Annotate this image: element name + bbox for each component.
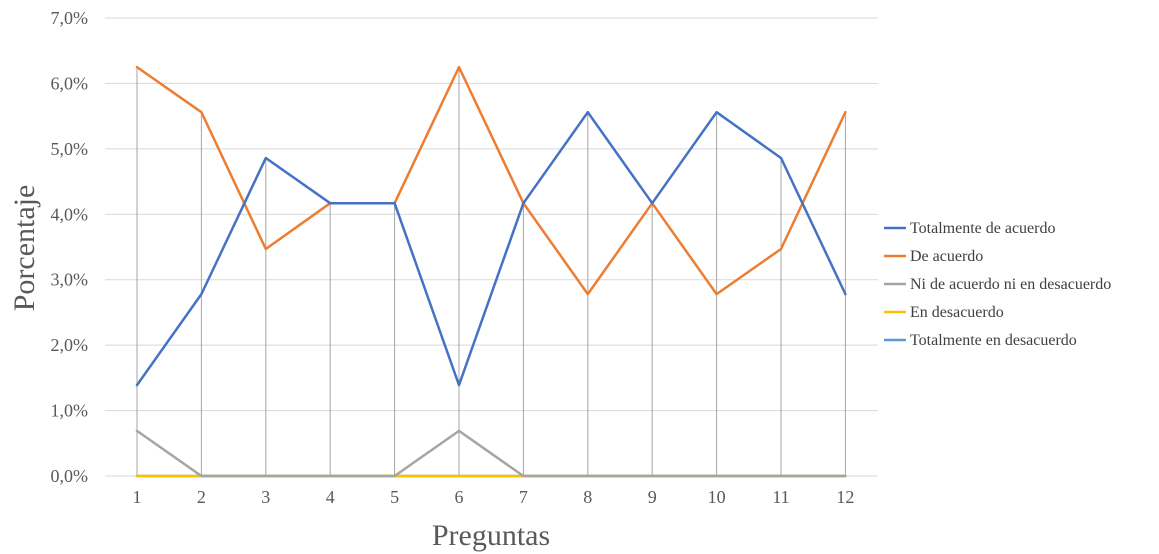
series-line (135, 110, 847, 387)
x-tick-label: 9 (648, 487, 657, 507)
y-tick-label: 6,0% (51, 73, 89, 93)
y-tick-label: 5,0% (51, 139, 89, 159)
x-tick-label: 12 (836, 487, 854, 507)
y-tick-label: 0,0% (51, 466, 89, 486)
legend-label: Totalmente en desacuerdo (910, 332, 1077, 349)
x-tick-label: 7 (519, 487, 528, 507)
y-tick-label: 1,0% (51, 401, 89, 421)
x-axis-ticks: 1 2 3 4 5 6 7 8 9 10 11 12 (133, 487, 855, 507)
x-tick-label: 5 (390, 487, 399, 507)
legend-label: De acuerdo (910, 248, 983, 265)
y-tick-label: 3,0% (51, 270, 89, 290)
series-lines (135, 65, 847, 478)
x-tick-label: 10 (708, 487, 726, 507)
legend-label: En desacuerdo (910, 304, 1004, 321)
x-axis-title: Preguntas (432, 519, 550, 552)
series-line (135, 429, 847, 478)
legend: Totalmente de acuerdo De acuerdo Ni de acu… (884, 220, 1111, 349)
y-tick-label: 7,0% (51, 8, 89, 28)
x-tick-label: 4 (326, 487, 335, 507)
x-tick-label: 11 (772, 487, 789, 507)
gridlines (105, 17, 878, 477)
series-line (135, 65, 847, 296)
x-tick-label: 2 (197, 487, 206, 507)
x-tick-label: 6 (455, 487, 464, 507)
y-axis-title: Porcentaje (8, 185, 41, 312)
x-tick-label: 3 (261, 487, 270, 507)
y-tick-label: 2,0% (51, 335, 89, 355)
y-tick-label: 4,0% (51, 204, 89, 224)
legend-label: Totalmente de acuerdo (910, 220, 1055, 237)
x-tick-label: 1 (133, 487, 142, 507)
y-axis-ticks: 0,0% 1,0% 2,0% 3,0% 4,0% 5,0% 6,0% 7,0% (51, 8, 89, 486)
legend-label: Ni de acuerdo ni en desacuerdo (910, 276, 1111, 293)
x-tick-label: 8 (583, 487, 592, 507)
